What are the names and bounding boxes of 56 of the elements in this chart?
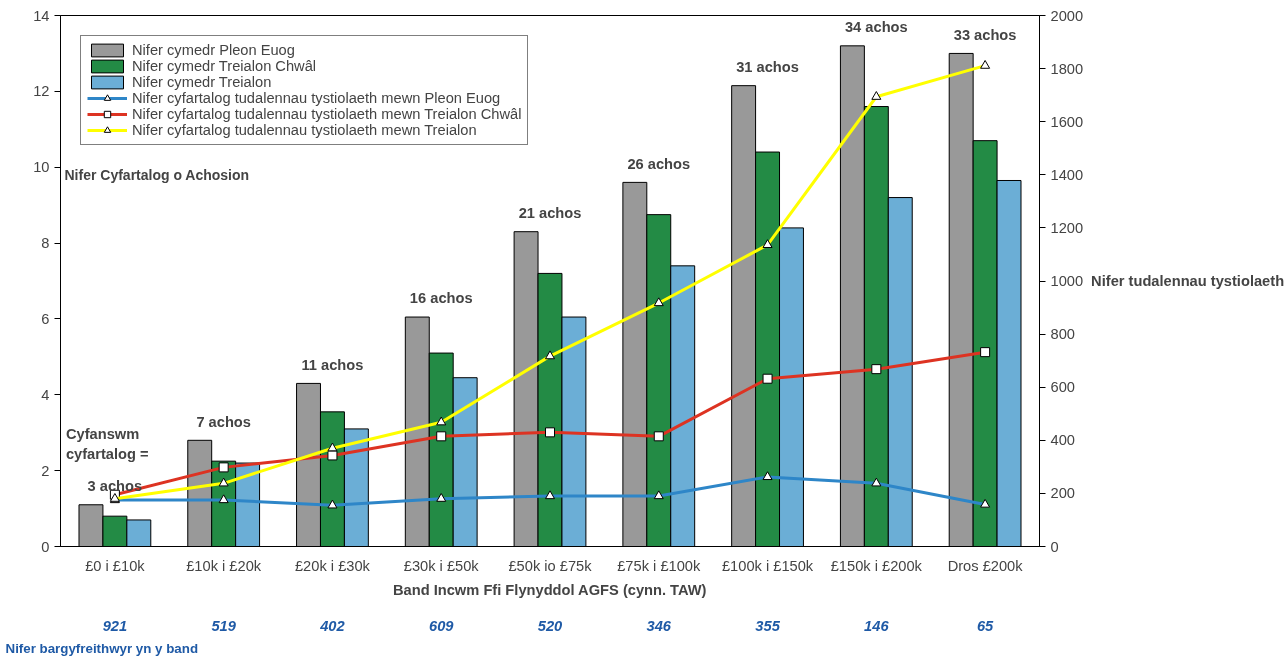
text: 609 bbox=[429, 617, 455, 634]
y-tick-label: 10 bbox=[33, 159, 50, 176]
x-tick-label: Dros £200k bbox=[947, 557, 1024, 574]
legend-label: Nifer cymedr Pleon Euog bbox=[132, 42, 295, 58]
y2-tick-label: 600 bbox=[1050, 379, 1075, 396]
x-tick-label: £150k i £200k bbox=[830, 557, 923, 574]
legend-label: Nifer cymedr Treialon bbox=[132, 74, 272, 90]
x-tick-label: £10k i £20k bbox=[186, 557, 262, 574]
x-tick-label: £75k i £100k bbox=[617, 557, 702, 574]
annotation: 11 achos bbox=[301, 356, 364, 373]
x-tick-label: £50k io £75k bbox=[508, 557, 593, 574]
y2-tick-label: 1200 bbox=[1050, 219, 1084, 236]
y-tick-label: 8 bbox=[41, 235, 50, 252]
y-tick-label: 14 bbox=[33, 7, 50, 24]
y2-tick-label: 1600 bbox=[1050, 113, 1084, 130]
y-axis-title: Nifer Cyfartalog o Achosion bbox=[64, 166, 250, 183]
y2-tick-label: 1000 bbox=[1050, 273, 1084, 289]
y2-axis-title: Nifer tudalennau tystiolaeth bbox=[1091, 273, 1285, 289]
annotation: Cyfanswm cyfartalog = bbox=[65, 426, 149, 462]
text: 65 bbox=[976, 617, 995, 634]
legend-label: Nifer cyfartalog tudalennau tystiolaeth mewn Treialon Chwâl bbox=[132, 106, 522, 122]
y2-tick-label: 1400 bbox=[1050, 166, 1084, 183]
x-tick-label: £100k i £150k bbox=[721, 557, 814, 574]
y-tick-label: 2 bbox=[41, 462, 50, 479]
y2-tick-label: 1800 bbox=[1050, 60, 1084, 77]
y-tick-label: 4 bbox=[41, 386, 50, 403]
text: 346 bbox=[646, 617, 672, 634]
annotation: 34 achos bbox=[844, 19, 908, 36]
text: 402 bbox=[319, 617, 345, 634]
x-axis-title: Band Incwm Ffi Flynyddol AGFS (cynn. TAW) bbox=[392, 581, 707, 598]
annotation: 26 achos bbox=[627, 155, 691, 172]
annotation: 21 achos bbox=[518, 205, 582, 222]
text: 520 bbox=[537, 617, 564, 634]
annotation: 16 achos bbox=[409, 290, 473, 307]
text: 921 bbox=[102, 617, 128, 634]
y2-tick-label: 200 bbox=[1050, 485, 1075, 502]
y-tick-label: 12 bbox=[33, 83, 50, 100]
x-tick-label: £20k i £30k bbox=[294, 557, 371, 574]
legend-label: Nifer cyfartalog tudalennau tystiolaeth mewn Pleon Euog bbox=[132, 90, 501, 106]
annotation: 7 achos bbox=[196, 413, 251, 430]
y2-tick-label: 0 bbox=[1050, 538, 1059, 555]
x-tick-label: £0 i £10k bbox=[85, 557, 146, 574]
annotation: 33 achos bbox=[953, 26, 1017, 43]
y-tick-label: 0 bbox=[41, 538, 50, 555]
x-tick-label: £30k i £50k bbox=[403, 557, 480, 574]
text: Nifer bargyfreithwyr yn y band bbox=[5, 640, 199, 656]
y2-tick-label: 2000 bbox=[1050, 7, 1084, 24]
text: 146 bbox=[864, 617, 890, 634]
annotation: 31 achos bbox=[736, 59, 799, 76]
text: 519 bbox=[211, 617, 237, 634]
text: 355 bbox=[755, 617, 781, 634]
y2-tick-label: 400 bbox=[1050, 432, 1075, 449]
y2-tick-label: 800 bbox=[1050, 326, 1075, 343]
legend-label: Nifer cymedr Treialon Chwâl bbox=[132, 58, 317, 74]
y-tick-label: 6 bbox=[41, 310, 50, 327]
legend-label: Nifer cyfartalog tudalennau tystiolaeth mewn Treialon bbox=[132, 122, 477, 138]
